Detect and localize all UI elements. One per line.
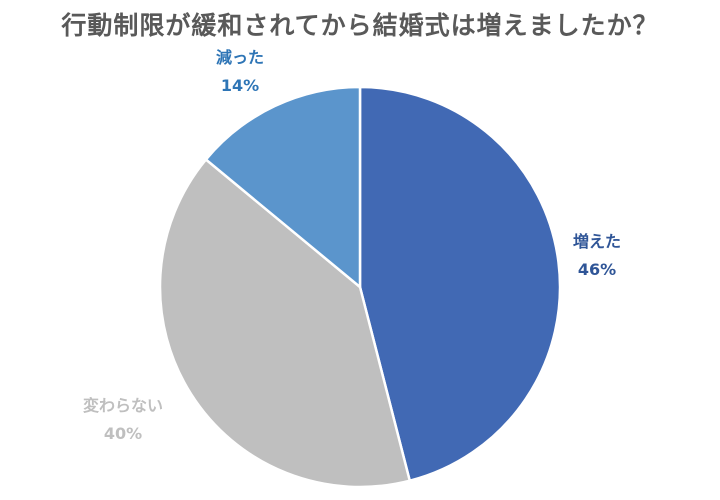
- pie-slice-2: [158, 157, 412, 489]
- pie-slice-1: [358, 85, 562, 483]
- pie-slices: [158, 85, 562, 489]
- chart-title: 行動制限が緩和されてから結婚式は増えましたか？: [61, 11, 659, 40]
- slice-value-label: 46%: [578, 260, 616, 279]
- slice-category-label: 変わらない: [83, 396, 163, 415]
- slice-value-label: 14%: [221, 76, 259, 95]
- pie-slice-3: [204, 85, 362, 290]
- slice-value-label: 40%: [104, 424, 142, 443]
- pie-labels: 増えた 46% 変わらない 40% 減った 14%: [83, 48, 621, 443]
- slice-category-label: 増えた: [573, 232, 621, 251]
- slice-category-label: 減った: [216, 48, 264, 67]
